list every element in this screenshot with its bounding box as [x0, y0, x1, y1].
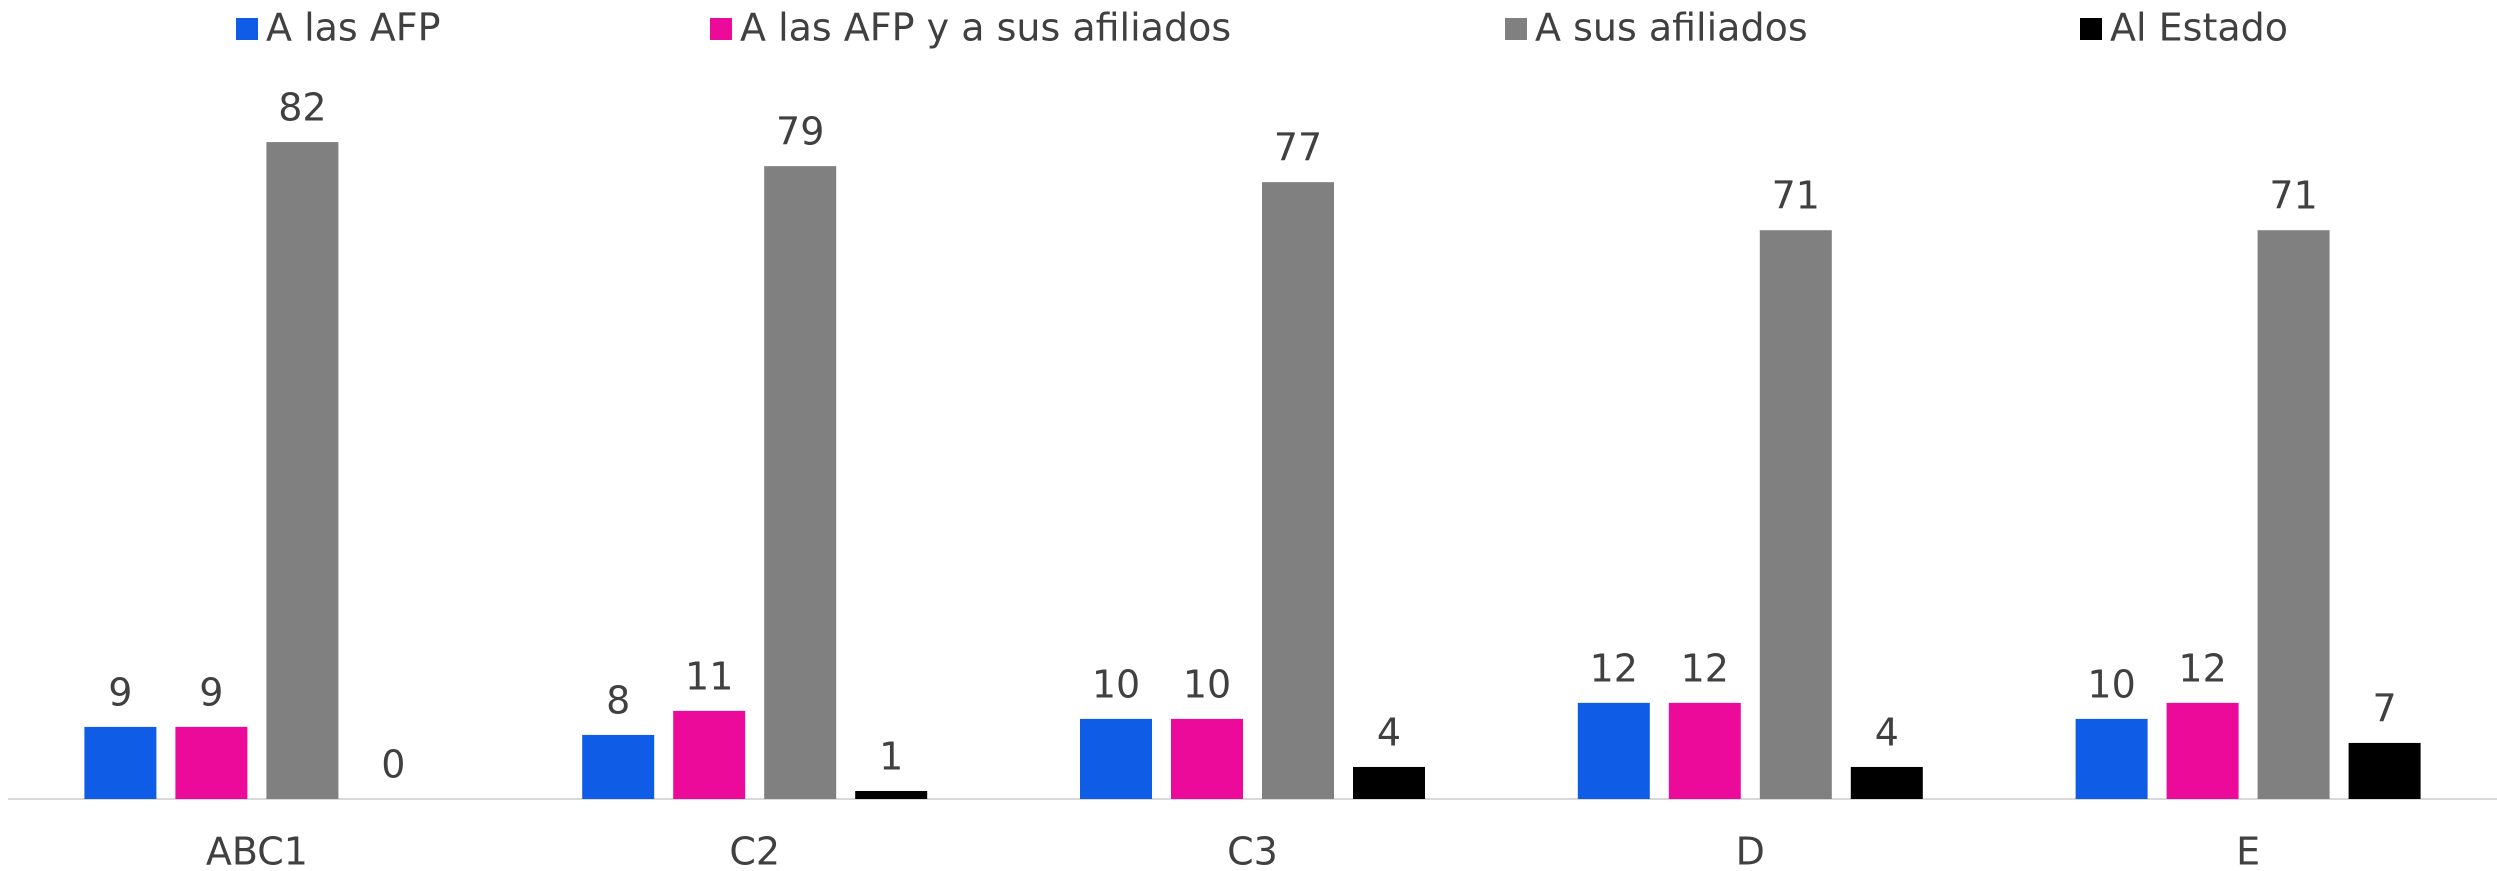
bar [175, 726, 248, 799]
legend-swatch [1505, 18, 1527, 40]
bar [1080, 718, 1152, 799]
bar [2257, 230, 2330, 799]
data-label: 4 [1377, 710, 1401, 754]
data-label: 10 [1092, 662, 1140, 706]
bar [1668, 702, 1741, 799]
legend-swatch [710, 18, 732, 40]
data-label: 77 [1274, 126, 1322, 170]
legend-label: Al Estado [2110, 6, 2288, 50]
data-label: 12 [1681, 646, 1729, 690]
bar [1171, 718, 1243, 799]
x-tick-label: E [2236, 830, 2260, 871]
data-label: 7 [2373, 686, 2397, 730]
bar [1262, 182, 1334, 800]
data-label: 9 [199, 670, 223, 714]
bar [266, 142, 339, 800]
bar [764, 166, 837, 800]
bar [1850, 766, 1923, 799]
data-label: 71 [1772, 174, 1820, 218]
legend-label: A las AFP y a sus afiliados [740, 6, 1231, 50]
x-tick-label: D [1736, 830, 1765, 871]
bar [673, 710, 746, 799]
data-label: 11 [685, 654, 733, 698]
data-label: 79 [776, 110, 824, 154]
data-label: 1 [879, 734, 903, 778]
x-tick-label: ABC1 [206, 830, 308, 871]
bar [855, 790, 928, 799]
data-label: 8 [606, 678, 630, 722]
data-label: 12 [1590, 646, 1638, 690]
legend-label: A las AFP [266, 6, 441, 50]
data-label: 0 [381, 743, 405, 787]
bar [2075, 718, 2148, 799]
data-label: 82 [278, 86, 326, 130]
bar [2348, 742, 2421, 799]
x-tick-label: C3 [1227, 830, 1278, 871]
x-tick-label: C2 [729, 830, 780, 871]
data-label: 4 [1875, 710, 1899, 754]
bar [582, 734, 655, 799]
legend-label: A sus afiliados [1535, 6, 1808, 50]
data-label: 10 [2087, 662, 2135, 706]
data-label: 9 [108, 670, 132, 714]
data-label: 71 [2269, 174, 2317, 218]
legend-swatch [236, 18, 258, 40]
legend-swatch [2080, 18, 2102, 40]
bar [1577, 702, 1650, 799]
data-label: 10 [1183, 662, 1231, 706]
bar [1759, 230, 1832, 799]
bar [84, 726, 157, 799]
bar [1353, 766, 1425, 799]
data-label: 12 [2178, 646, 2226, 690]
bar [2166, 702, 2239, 799]
